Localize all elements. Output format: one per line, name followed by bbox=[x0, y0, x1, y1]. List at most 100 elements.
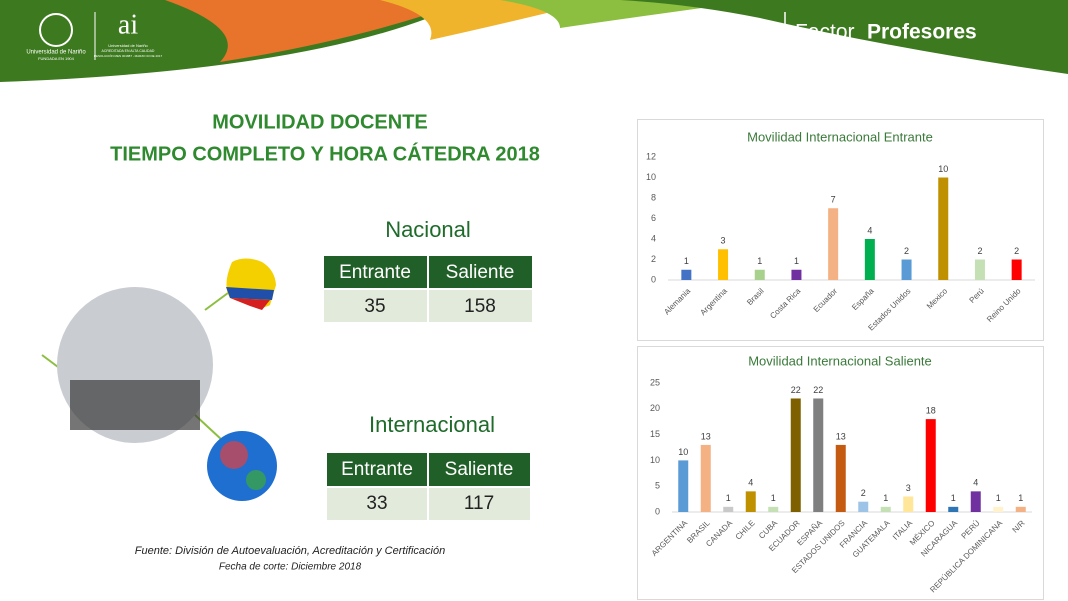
y-tick-label: 0 bbox=[655, 506, 660, 516]
y-tick-label: 25 bbox=[650, 377, 660, 387]
chart-frame bbox=[637, 119, 1044, 341]
y-tick-label: 10 bbox=[650, 455, 660, 465]
colombia-blue bbox=[226, 287, 274, 300]
value-label: 1 bbox=[883, 493, 888, 503]
bar bbox=[828, 208, 839, 280]
table-header: Entrante bbox=[341, 459, 413, 480]
ai-line1: ACREDITADA EN ALTA CALIDAD bbox=[102, 49, 155, 53]
y-tick-label: 8 bbox=[651, 192, 656, 202]
table-header: Saliente bbox=[445, 459, 514, 480]
value-label: 2 bbox=[1014, 246, 1019, 256]
y-tick-label: 0 bbox=[651, 274, 656, 284]
bar bbox=[938, 177, 949, 280]
bar bbox=[790, 398, 801, 512]
bar bbox=[925, 419, 936, 512]
value-label: 22 bbox=[813, 385, 823, 395]
title-line: TIEMPO COMPLETO Y HORA CÁTEDRA 2018 bbox=[110, 142, 540, 165]
bar bbox=[864, 239, 875, 280]
y-tick-label: 12 bbox=[646, 151, 656, 161]
title-line: MOVILIDAD DOCENTE bbox=[212, 111, 428, 133]
bar bbox=[993, 506, 1004, 512]
y-tick-label: 6 bbox=[651, 213, 656, 223]
chart-title: Movilidad Internacional Saliente bbox=[748, 353, 932, 368]
value-label: 10 bbox=[938, 164, 948, 174]
ai-line2: RESOLUCIÓN MEN 001887 - MARZO 03 DE 2017 bbox=[94, 53, 163, 58]
value-label: 1 bbox=[726, 493, 731, 503]
table-value: 117 bbox=[464, 493, 494, 514]
value-label: 1 bbox=[684, 256, 689, 266]
photo-people bbox=[70, 380, 200, 430]
value-label: 1 bbox=[794, 256, 799, 266]
value-label: 4 bbox=[748, 478, 753, 488]
value-label: 22 bbox=[791, 385, 801, 395]
university-seal bbox=[39, 13, 73, 47]
table-header: Saliente bbox=[446, 262, 515, 283]
ai-university: Universidad de Nariño bbox=[108, 43, 148, 48]
bar bbox=[718, 249, 729, 280]
globe-flag bbox=[246, 470, 266, 490]
table-value: 35 bbox=[364, 296, 385, 317]
table-header: Entrante bbox=[339, 262, 411, 283]
value-label: 3 bbox=[721, 236, 726, 246]
y-tick-label: 15 bbox=[650, 429, 660, 439]
bar bbox=[948, 506, 959, 512]
y-tick-label: 20 bbox=[650, 403, 660, 413]
bar bbox=[813, 398, 824, 512]
value-label: 2 bbox=[861, 488, 866, 498]
bar bbox=[974, 259, 985, 280]
value-label: 13 bbox=[836, 431, 846, 441]
bar bbox=[1015, 506, 1026, 512]
table-cell bbox=[429, 290, 532, 322]
value-label: 18 bbox=[926, 405, 936, 415]
factor-name: Profesores bbox=[867, 21, 977, 44]
bar bbox=[700, 444, 711, 512]
university-name: Universidad de Nariño bbox=[26, 50, 86, 56]
bar bbox=[754, 269, 765, 280]
value-label: 4 bbox=[867, 225, 872, 235]
colombia-red bbox=[230, 298, 270, 310]
table-cell bbox=[324, 290, 427, 322]
table-header-cell bbox=[324, 256, 427, 288]
bar bbox=[1011, 259, 1022, 280]
value-label: 13 bbox=[701, 431, 711, 441]
section-title: Internacional bbox=[369, 412, 495, 437]
bar bbox=[903, 496, 914, 512]
value-label: 2 bbox=[904, 246, 909, 256]
founded: FUNDADA EN 1904 bbox=[38, 56, 75, 61]
table-cell bbox=[429, 488, 530, 520]
bar bbox=[901, 259, 912, 280]
bar bbox=[880, 506, 891, 512]
bar bbox=[791, 269, 802, 280]
date-note: Fecha de corte: Diciembre 2018 bbox=[219, 562, 362, 573]
factor-label: Factor bbox=[795, 21, 855, 44]
y-tick-label: 5 bbox=[655, 481, 660, 491]
value-label: 1 bbox=[1018, 493, 1023, 503]
bar bbox=[858, 501, 869, 512]
source-note: Fuente: División de Autoevaluación, Acre… bbox=[135, 545, 445, 557]
value-label: 1 bbox=[757, 256, 762, 266]
value-label: 1 bbox=[771, 493, 776, 503]
value-label: 7 bbox=[831, 195, 836, 205]
bar bbox=[678, 460, 689, 512]
value-label: 10 bbox=[678, 447, 688, 457]
bar bbox=[970, 491, 981, 512]
value-label: 3 bbox=[906, 483, 911, 493]
ai-logo: ai bbox=[118, 9, 138, 40]
table-header-cell bbox=[327, 453, 427, 486]
chart-title: Movilidad Internacional Entrante bbox=[747, 129, 933, 144]
section-title: Nacional bbox=[385, 217, 471, 242]
table-value: 158 bbox=[464, 296, 496, 317]
bar bbox=[745, 491, 756, 512]
y-tick-label: 2 bbox=[651, 254, 656, 264]
y-tick-label: 10 bbox=[646, 172, 656, 182]
table-cell bbox=[327, 488, 427, 520]
table-value: 33 bbox=[366, 493, 387, 514]
globe-flag bbox=[220, 441, 248, 469]
bar bbox=[835, 444, 846, 512]
value-label: 1 bbox=[951, 493, 956, 503]
table-header-cell bbox=[429, 256, 532, 288]
bar bbox=[681, 269, 692, 280]
connector bbox=[204, 289, 233, 311]
value-label: 4 bbox=[973, 478, 978, 488]
